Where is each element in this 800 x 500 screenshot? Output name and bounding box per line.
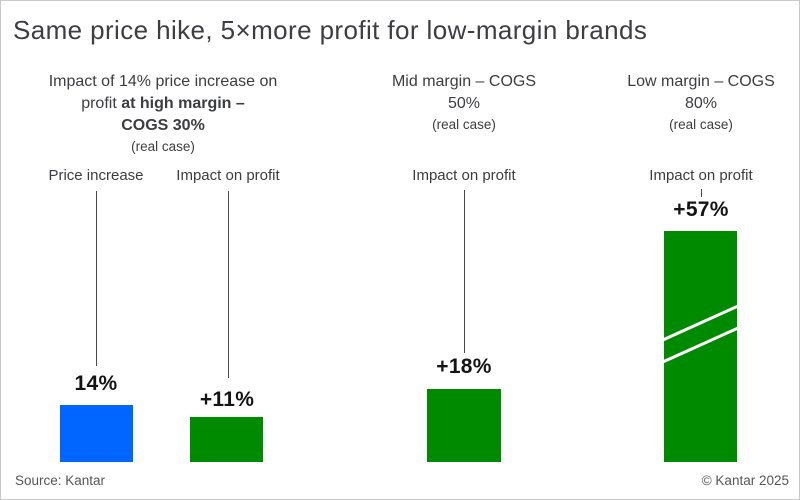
header-line: COGS 30% (121, 117, 205, 134)
real-case-note: (real case) (669, 117, 733, 132)
leader-line (701, 189, 702, 197)
value-label: +57% (673, 198, 729, 221)
header-line: 50% (447, 95, 481, 112)
value-label: 14% (74, 372, 118, 395)
group-header-high-margin: Impact of 14% price increase on profit a… (19, 71, 307, 156)
header-line: Low margin – COGS (627, 73, 775, 90)
value-label: +18% (436, 355, 492, 378)
leader-line (228, 191, 229, 378)
bar-impact-on-profit-low-margin (664, 231, 737, 462)
bar-impact-on-profit-high-margin (190, 417, 263, 462)
bar-label-impact-on-profit: Impact on profit (412, 167, 516, 184)
header-line: profit at high margin – (81, 95, 245, 112)
copyright-note: © Kantar 2025 (701, 473, 789, 488)
value-label: +11% (199, 388, 255, 411)
bar-label-impact-on-profit: Impact on profit (176, 167, 280, 184)
group-header-low-margin: Low margin – COGS 80% (real case) (611, 71, 791, 134)
header-line: 80% (684, 95, 718, 112)
source-note: Source: Kantar (15, 473, 106, 488)
header-line: Mid margin – COGS (391, 73, 537, 90)
real-case-note: (real case) (432, 117, 496, 132)
axis-break-mark (664, 319, 737, 370)
leader-line (96, 191, 97, 366)
header-line: Impact of 14% price increase on (48, 73, 278, 90)
group-header-mid-margin: Mid margin – COGS 50% (real case) (374, 71, 554, 134)
bar-label-price-increase: Price increase (48, 167, 144, 184)
leader-line (464, 190, 465, 353)
axis-break-mark (664, 297, 737, 348)
chart-title: Same price hike, 5×more profit for low-m… (13, 15, 648, 45)
bar-label-impact-on-profit: Impact on profit (649, 167, 753, 184)
bar-impact-on-profit-mid-margin (427, 389, 501, 462)
bar-price-increase (60, 405, 133, 462)
real-case-note: (real case) (131, 139, 195, 154)
